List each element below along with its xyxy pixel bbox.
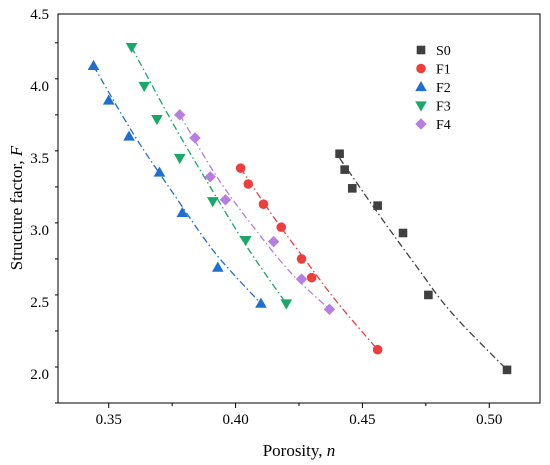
legend-label: S0 bbox=[436, 44, 451, 59]
data-point-s0 bbox=[373, 201, 382, 210]
fit-line-s0 bbox=[339, 157, 508, 371]
data-point-f2 bbox=[87, 59, 100, 71]
legend-marker-f4 bbox=[415, 118, 427, 130]
data-markers bbox=[87, 42, 512, 375]
legend: S0 F1 F2 F3 F4 bbox=[415, 44, 451, 133]
data-point-s0 bbox=[424, 290, 433, 300]
legend-marker-f1 bbox=[416, 63, 426, 74]
data-point-f3 bbox=[138, 81, 151, 93]
y-tick-label: 4.0 bbox=[30, 79, 49, 95]
y-tick-label: 3.5 bbox=[30, 151, 49, 167]
data-point-f1 bbox=[243, 179, 254, 189]
legend-label: F4 bbox=[436, 118, 451, 133]
data-point-s0 bbox=[398, 228, 408, 238]
legend-label: F3 bbox=[436, 100, 451, 115]
data-point-f2 bbox=[153, 166, 166, 177]
data-point-f1 bbox=[276, 222, 287, 233]
data-point-f2 bbox=[123, 130, 135, 141]
y-axis-title-text: Structure factor, bbox=[7, 156, 26, 270]
plot-frame bbox=[57, 13, 541, 404]
data-point-f1 bbox=[296, 254, 307, 264]
data-point-f2 bbox=[176, 206, 189, 217]
legend-marker-s0 bbox=[416, 45, 426, 55]
x-axis-variable: n bbox=[327, 441, 336, 460]
data-point-f4 bbox=[174, 109, 186, 121]
y-tick-label: 2.5 bbox=[30, 295, 49, 311]
legend-label: F1 bbox=[436, 63, 451, 78]
fit-line-f4 bbox=[179, 114, 330, 310]
data-point-f1 bbox=[372, 344, 383, 355]
data-point-s0 bbox=[502, 365, 512, 375]
data-point-f2 bbox=[212, 261, 224, 272]
data-point-f4 bbox=[295, 273, 308, 285]
x-tick-label: 0.45 bbox=[349, 412, 375, 428]
data-point-f2 bbox=[255, 297, 267, 308]
x-tick-label: 0.50 bbox=[476, 412, 502, 428]
x-axis-title-text: Porosity, bbox=[263, 441, 327, 460]
fit-line-f3 bbox=[130, 46, 287, 304]
data-point-f3 bbox=[206, 197, 219, 208]
data-point-f2 bbox=[102, 94, 115, 105]
legend-marker-f2 bbox=[415, 81, 427, 92]
y-tick-label: 4.5 bbox=[30, 7, 49, 23]
fit-line-f1 bbox=[240, 167, 379, 351]
data-point-f1 bbox=[235, 163, 246, 173]
y-tick-label: 2.0 bbox=[30, 367, 49, 383]
data-point-f4 bbox=[267, 235, 280, 248]
y-tick-label: 3.0 bbox=[30, 223, 49, 239]
data-point-s0 bbox=[335, 149, 344, 159]
fit-line-f2 bbox=[92, 65, 262, 305]
data-point-f3 bbox=[125, 42, 138, 54]
data-point-f4 bbox=[204, 171, 216, 183]
x-tick-label: 0.40 bbox=[222, 412, 248, 428]
y-axis-variable: F bbox=[7, 145, 26, 157]
data-point-f3 bbox=[173, 153, 186, 165]
x-tick-label: 0.35 bbox=[96, 412, 122, 428]
data-point-f4 bbox=[219, 194, 232, 206]
data-point-f1 bbox=[306, 272, 317, 283]
x-axis-title: Porosity, n bbox=[263, 441, 336, 460]
data-point-s0 bbox=[340, 165, 349, 174]
data-point-f1 bbox=[258, 199, 269, 209]
data-point-f4 bbox=[323, 303, 336, 316]
y-axis-title: Structure factor, F bbox=[7, 145, 26, 270]
data-point-s0 bbox=[347, 184, 357, 193]
data-point-f3 bbox=[280, 299, 293, 310]
data-point-f3 bbox=[239, 236, 252, 247]
axis-ticks: 0.35 0.40 0.45 0.50 2.0 2.5 3.0 3.5 4.0 4.5 bbox=[30, 7, 502, 428]
legend-marker-f3 bbox=[415, 101, 427, 112]
legend-label: F2 bbox=[436, 81, 451, 96]
data-point-f3 bbox=[151, 115, 163, 126]
data-point-f4 bbox=[189, 132, 201, 144]
